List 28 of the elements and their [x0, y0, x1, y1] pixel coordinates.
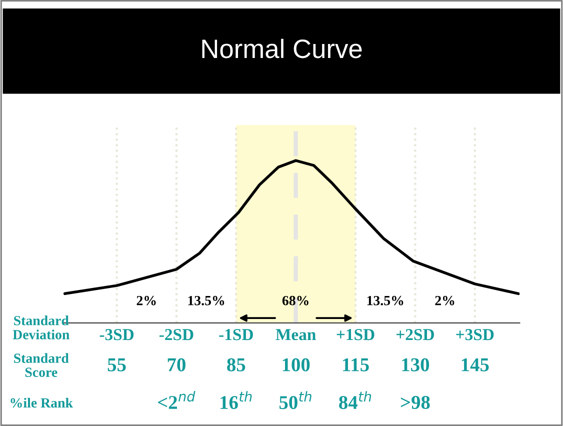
x-tick-label: +1SD	[336, 328, 374, 340]
annotation: 13.5%	[367, 296, 404, 306]
text: 115	[343, 358, 369, 372]
annotation: 13.5%	[188, 296, 224, 306]
x-axis-title: Standard Deviation	[12, 316, 70, 340]
text: >98	[400, 396, 430, 409]
annotation: 2%	[435, 296, 454, 306]
text: 55	[108, 358, 126, 372]
text: 130	[402, 358, 430, 372]
text: 16$^{th}$	[220, 391, 252, 410]
text: 85	[227, 358, 246, 372]
text: %ile Rank	[10, 398, 73, 408]
text: 50$^{th}$	[279, 391, 312, 410]
x-tick-label: -3SD	[100, 328, 134, 340]
x-tick-label: +3SD	[456, 328, 494, 340]
text: 70	[168, 358, 186, 372]
text: 100	[282, 358, 310, 372]
text: 145	[462, 358, 489, 372]
annotation: 68%	[282, 296, 308, 306]
x-tick-label: -2SD	[159, 328, 194, 340]
text: 84$^{th}$	[339, 391, 372, 410]
x-tick-label: -1SD	[219, 328, 253, 340]
annotation: 2%	[136, 296, 156, 306]
x-tick-label: +2SD	[396, 328, 434, 340]
text: <2$^{nd}$	[158, 391, 196, 409]
chart-title: Normal Curve	[202, 38, 362, 58]
x-tick-label: Mean	[276, 329, 316, 340]
text: Standard Score	[14, 353, 69, 377]
